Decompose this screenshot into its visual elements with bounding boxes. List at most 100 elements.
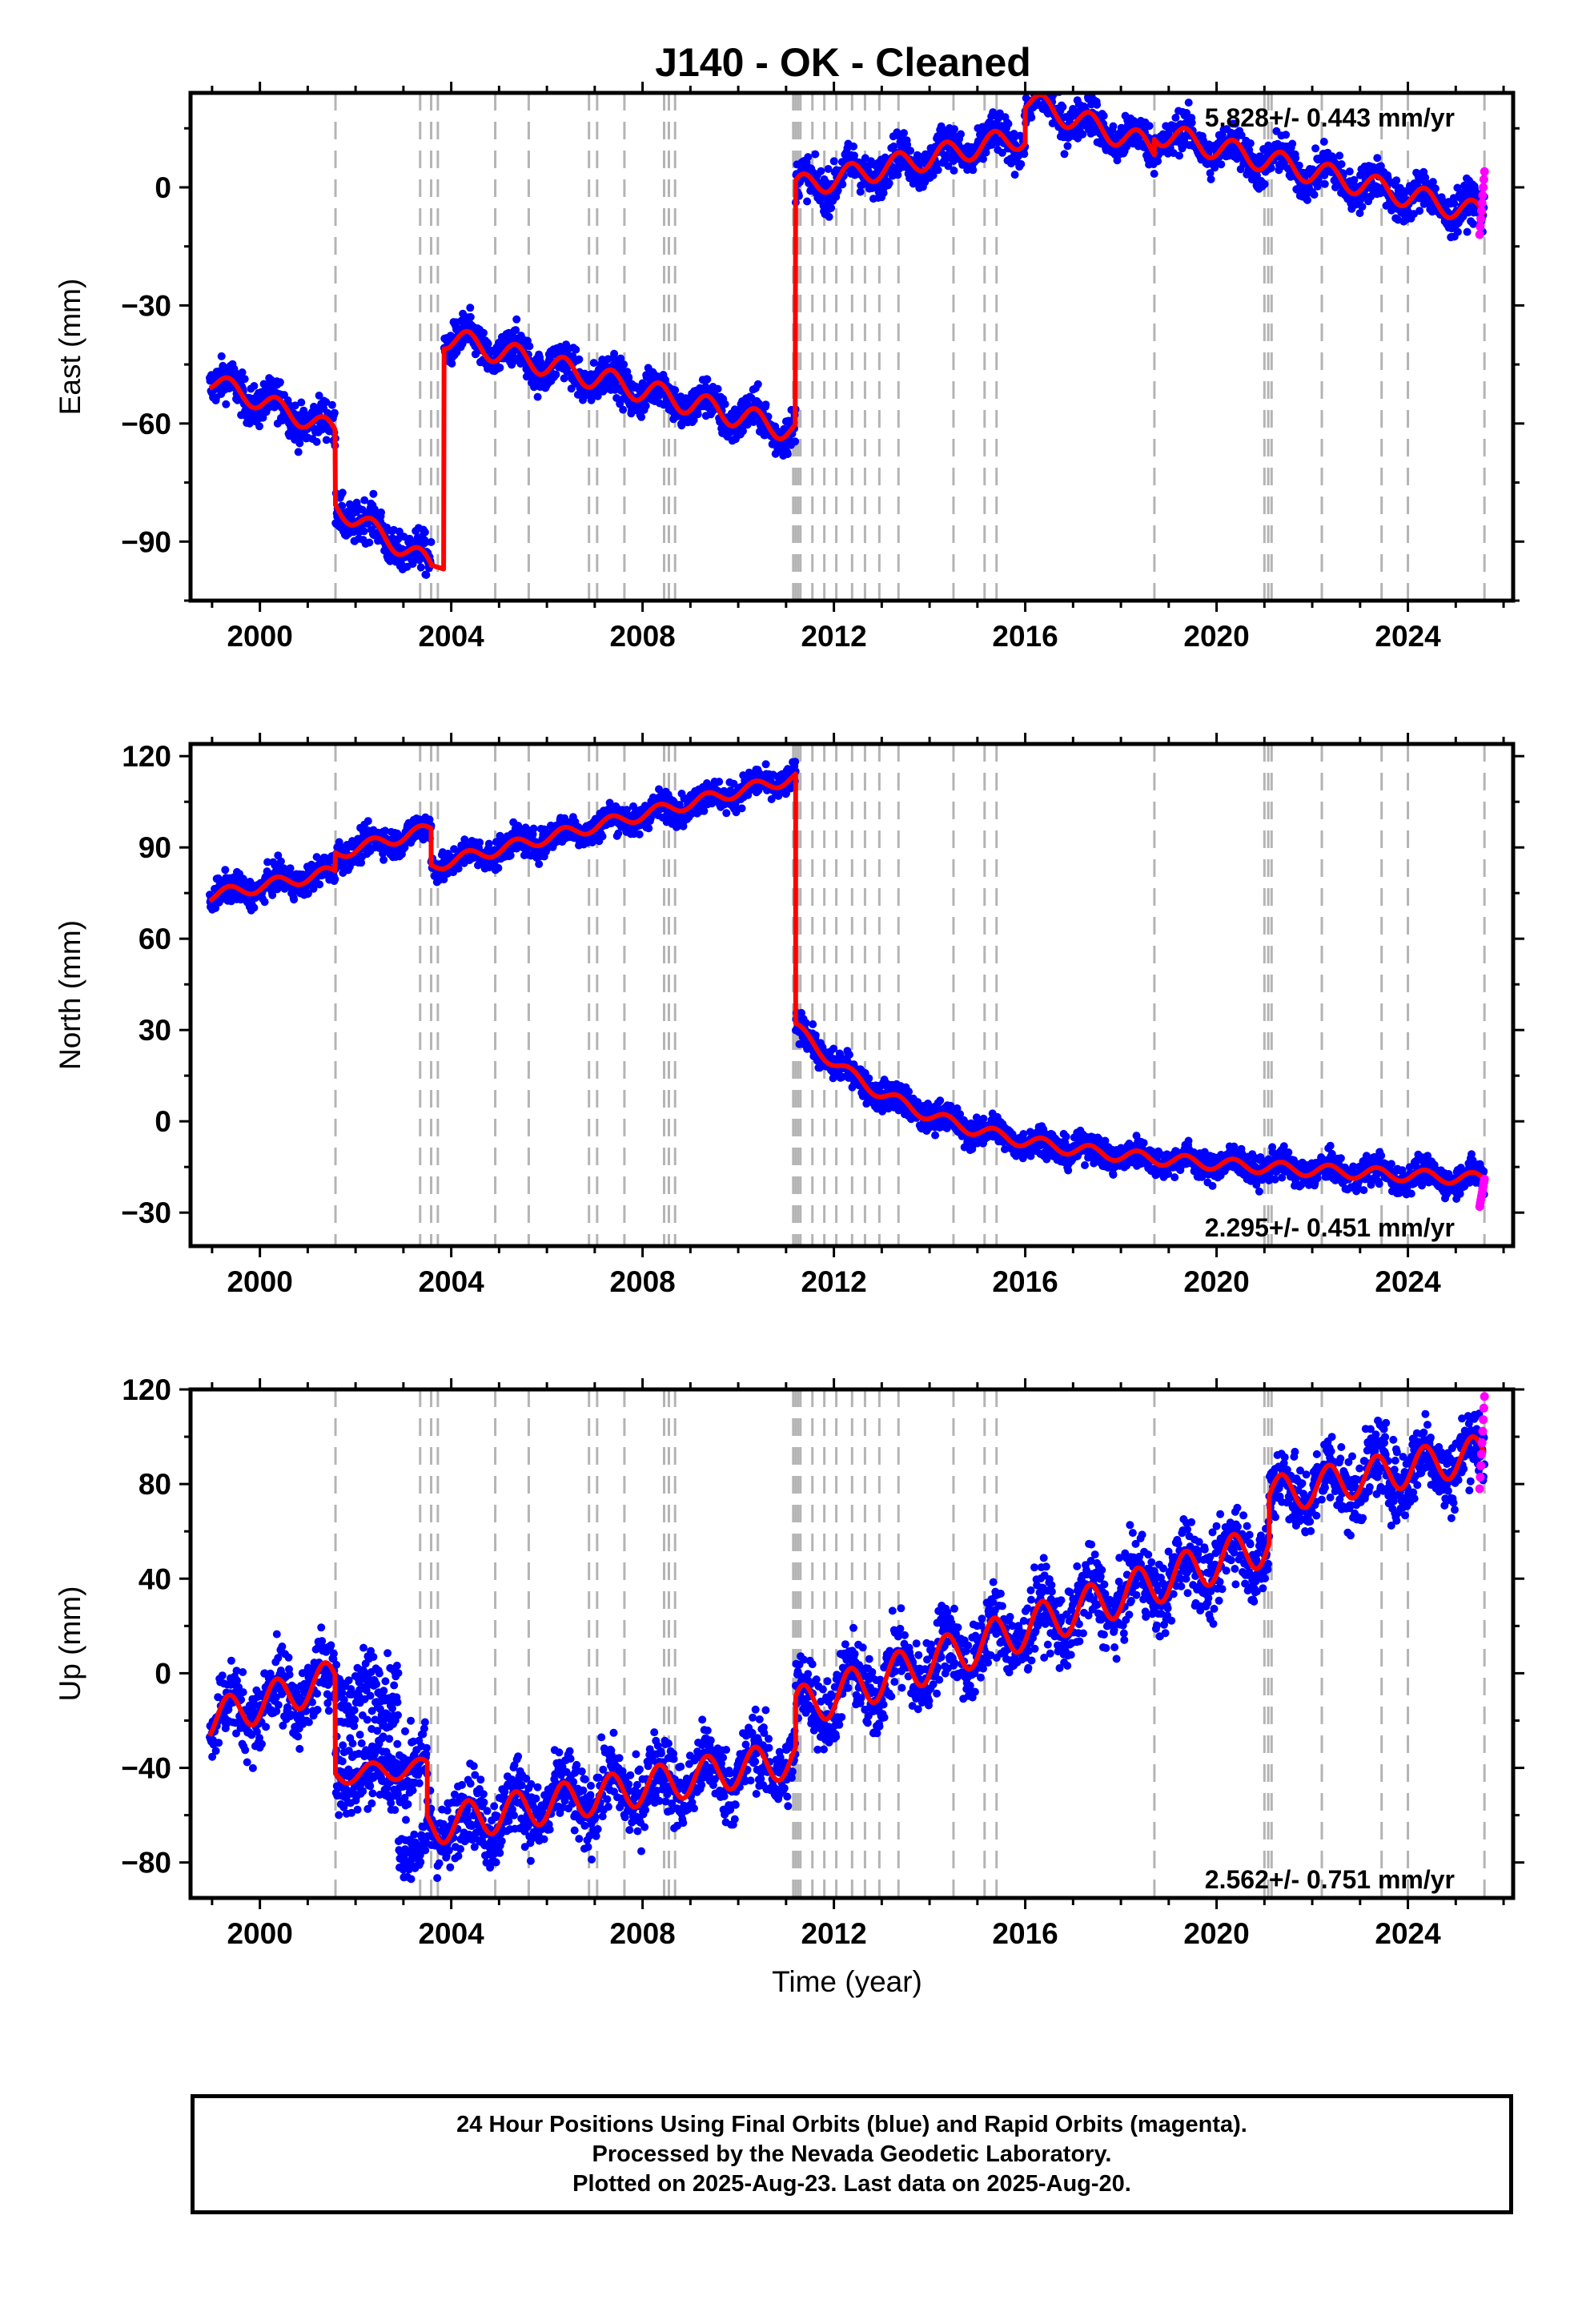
data-point	[466, 312, 475, 321]
data-point	[540, 825, 549, 834]
data-point	[1267, 163, 1275, 172]
data-point	[1145, 122, 1154, 131]
y-tick-label: −60	[121, 408, 171, 440]
data-point	[1367, 192, 1375, 201]
data-point	[619, 405, 628, 414]
data-point	[250, 903, 259, 912]
data-point	[885, 179, 893, 187]
chart-title: J140 - OK - Cleaned	[655, 40, 1031, 85]
data-point	[761, 760, 770, 769]
final-orbit-points-east	[206, 70, 1488, 579]
data-point	[998, 148, 1006, 157]
data-point	[612, 394, 621, 402]
data-point	[420, 528, 429, 537]
data-point	[1282, 131, 1291, 139]
data-point	[934, 166, 942, 175]
data-point	[1335, 151, 1344, 160]
data-point	[294, 448, 303, 456]
x-tick-label: 2012	[801, 620, 866, 653]
data-point	[297, 398, 306, 407]
x-tick-label: 2020	[1183, 620, 1249, 653]
data-point	[240, 375, 249, 384]
data-point	[761, 400, 770, 409]
x-tick-label: 2016	[992, 620, 1058, 653]
data-point	[1320, 179, 1329, 188]
data-point	[1453, 183, 1462, 192]
data-point	[365, 538, 374, 547]
x-tick-label: 2008	[609, 620, 675, 653]
data-point	[250, 382, 259, 390]
data-point	[1187, 119, 1196, 127]
data-point	[535, 860, 544, 868]
data-point	[809, 1020, 817, 1028]
data-point	[1295, 161, 1303, 170]
data-point	[299, 406, 308, 415]
data-point	[512, 315, 521, 324]
rapid-point	[1479, 183, 1488, 192]
data-point	[480, 328, 488, 337]
data-point	[713, 384, 722, 393]
plot-area-north	[206, 744, 1489, 1246]
rapid-point	[1480, 167, 1489, 176]
rapid-point	[1475, 230, 1484, 239]
data-point	[222, 400, 231, 408]
data-point	[783, 450, 792, 458]
data-point	[330, 408, 339, 417]
panel-east: 2000 2004 2008 2012 2016 2020 20240−30−60−90Ea…	[54, 70, 1524, 653]
data-point	[1310, 191, 1319, 199]
data-point	[466, 304, 475, 312]
data-point	[1060, 150, 1069, 159]
data-point	[624, 373, 633, 382]
data-point	[295, 439, 304, 448]
data-point	[1392, 176, 1401, 185]
data-point	[1020, 150, 1029, 159]
panel-north: 2000 2004 2008 2012 2016 2020 20241209060300−3…	[54, 733, 1524, 1298]
data-point	[1313, 182, 1322, 191]
data-point	[865, 1074, 873, 1083]
data-point	[1004, 119, 1013, 128]
data-point	[803, 197, 812, 206]
data-point	[1093, 100, 1102, 109]
data-point	[255, 422, 263, 431]
data-point	[512, 326, 520, 335]
data-point	[567, 384, 576, 393]
data-point	[889, 142, 898, 151]
panels: 2000 2004 2008 2012 2016 2020 20240−30−60−90Ea…	[54, 70, 1524, 1950]
data-point	[572, 345, 580, 354]
data-point	[268, 891, 277, 899]
data-point	[825, 212, 833, 221]
data-point	[739, 427, 747, 436]
data-point	[1400, 187, 1409, 195]
data-point	[950, 167, 958, 175]
axes-frame-east	[188, 90, 1516, 603]
data-point	[700, 806, 709, 815]
rapid-point	[1477, 199, 1487, 208]
data-point	[737, 804, 746, 813]
data-point	[1171, 114, 1180, 122]
data-point	[791, 758, 800, 766]
data-point	[1113, 156, 1122, 165]
data-point	[263, 858, 272, 866]
data-point	[1058, 103, 1067, 111]
data-point	[221, 866, 230, 875]
model-line-east	[208, 93, 1487, 572]
data-point	[1415, 207, 1424, 215]
data-point	[1207, 175, 1215, 183]
data-point	[1010, 130, 1018, 138]
data-point	[529, 824, 538, 833]
data-point	[448, 360, 456, 368]
rapid-point	[1478, 191, 1488, 200]
velocity-annotation-east: 5.828+/- 0.443 mm/yr	[1205, 103, 1455, 132]
data-point	[721, 400, 729, 408]
data-point	[1431, 184, 1439, 193]
rapid-point	[1479, 175, 1488, 184]
data-point	[824, 165, 833, 173]
data-point	[427, 537, 436, 546]
data-point	[315, 880, 324, 889]
rapid-orbit-points-east	[1475, 167, 1489, 239]
data-point	[1175, 151, 1183, 160]
data-point	[1450, 199, 1459, 207]
data-point	[275, 378, 284, 387]
data-point	[1033, 70, 1041, 78]
data-point	[791, 437, 800, 446]
